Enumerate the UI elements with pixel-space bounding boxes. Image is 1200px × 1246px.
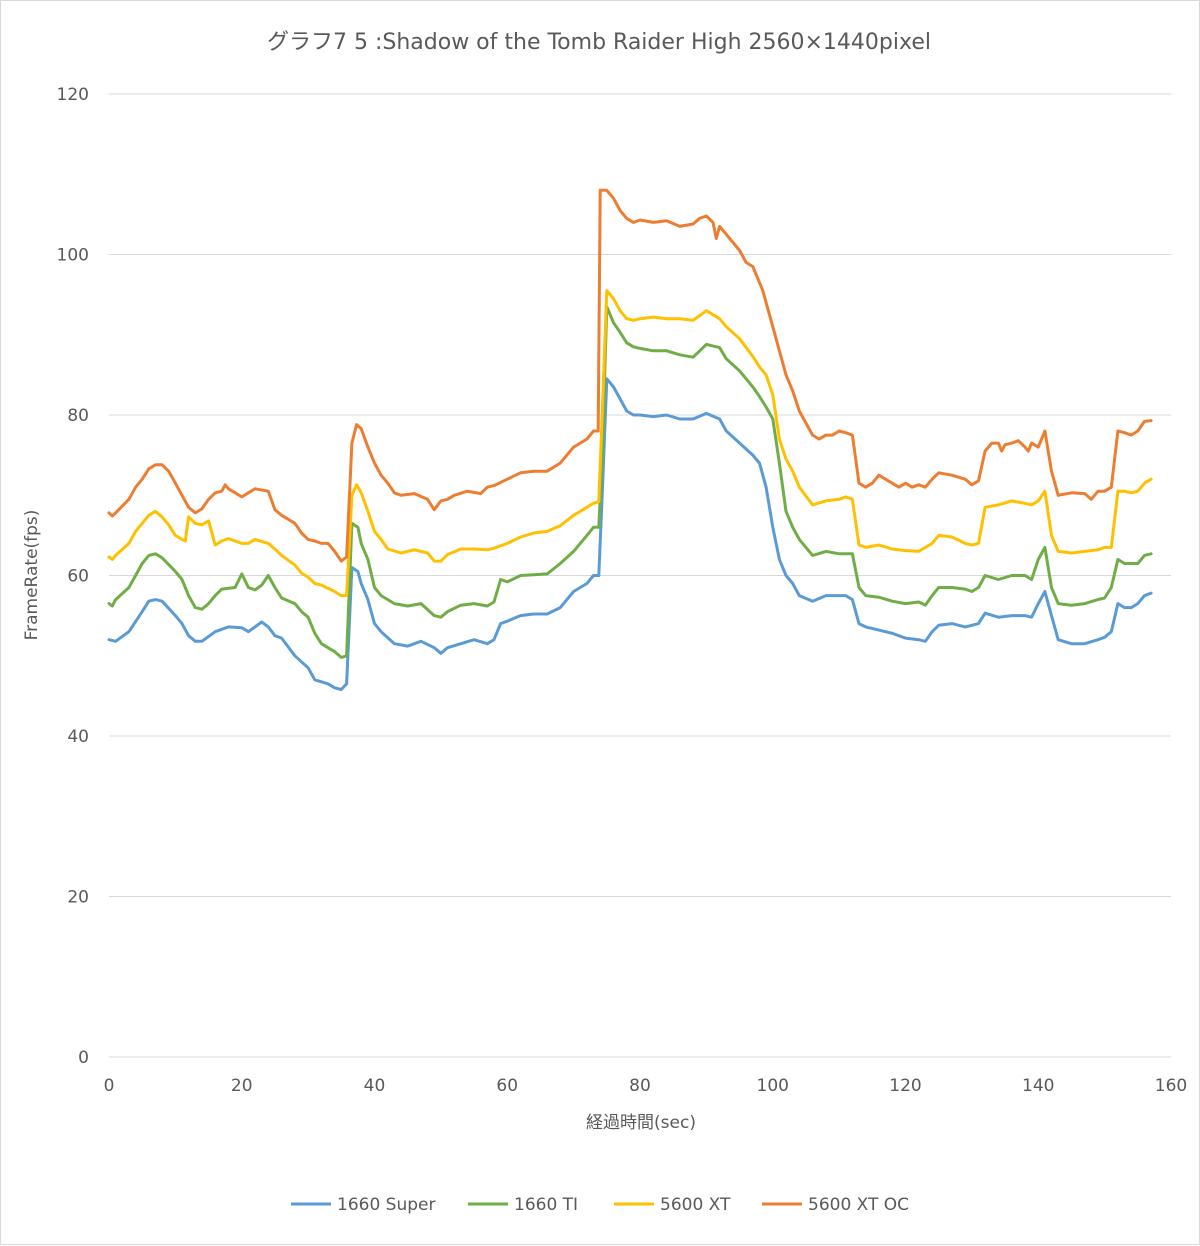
x-tick-label: 100 <box>757 1076 789 1096</box>
x-tick-label: 120 <box>889 1076 921 1096</box>
y-tick-label: 100 <box>57 246 89 266</box>
legend-label: 5600 XT <box>660 1195 731 1215</box>
x-axis-label: 経過時間(sec) <box>586 1113 696 1133</box>
legend-label: 1660 Super <box>337 1195 435 1215</box>
y-axis-label: FrameRate(fps) <box>22 510 42 641</box>
series-line-3 <box>107 289 1153 598</box>
x-tick-label: 80 <box>629 1076 651 1096</box>
y-tick-label: 40 <box>67 727 89 747</box>
legend-label: 1660 TI <box>514 1195 578 1215</box>
series-line-4 <box>107 188 1153 563</box>
chart-title: グラフ7 5 :Shadow of the Tomb Raider High 2… <box>267 30 931 55</box>
x-axis-ticks: 0 20 40 60 80 100 120 140 160 <box>104 1076 1188 1096</box>
y-tick-label: 120 <box>57 85 89 105</box>
series-line-1 <box>107 377 1153 691</box>
x-tick-label: 0 <box>104 1076 115 1096</box>
x-tick-label: 40 <box>364 1076 386 1096</box>
legend-label: 5600 XT OC <box>808 1195 909 1215</box>
y-tick-label: 20 <box>67 888 89 908</box>
x-tick-label: 60 <box>496 1076 518 1096</box>
x-tick-label: 140 <box>1022 1076 1054 1096</box>
y-axis-ticks: 0 20 40 60 80 100 120 <box>57 85 89 1068</box>
x-tick-label: 20 <box>231 1076 253 1096</box>
series-lines <box>107 188 1153 691</box>
y-tick-label: 80 <box>67 406 89 426</box>
y-tick-label: 0 <box>78 1048 89 1068</box>
series-line-2 <box>107 305 1153 659</box>
y-tick-label: 60 <box>67 567 89 587</box>
legend: 1660 Super 1660 TI 5600 XT 5600 XT OC <box>291 1195 909 1215</box>
x-tick-label: 160 <box>1155 1076 1187 1096</box>
